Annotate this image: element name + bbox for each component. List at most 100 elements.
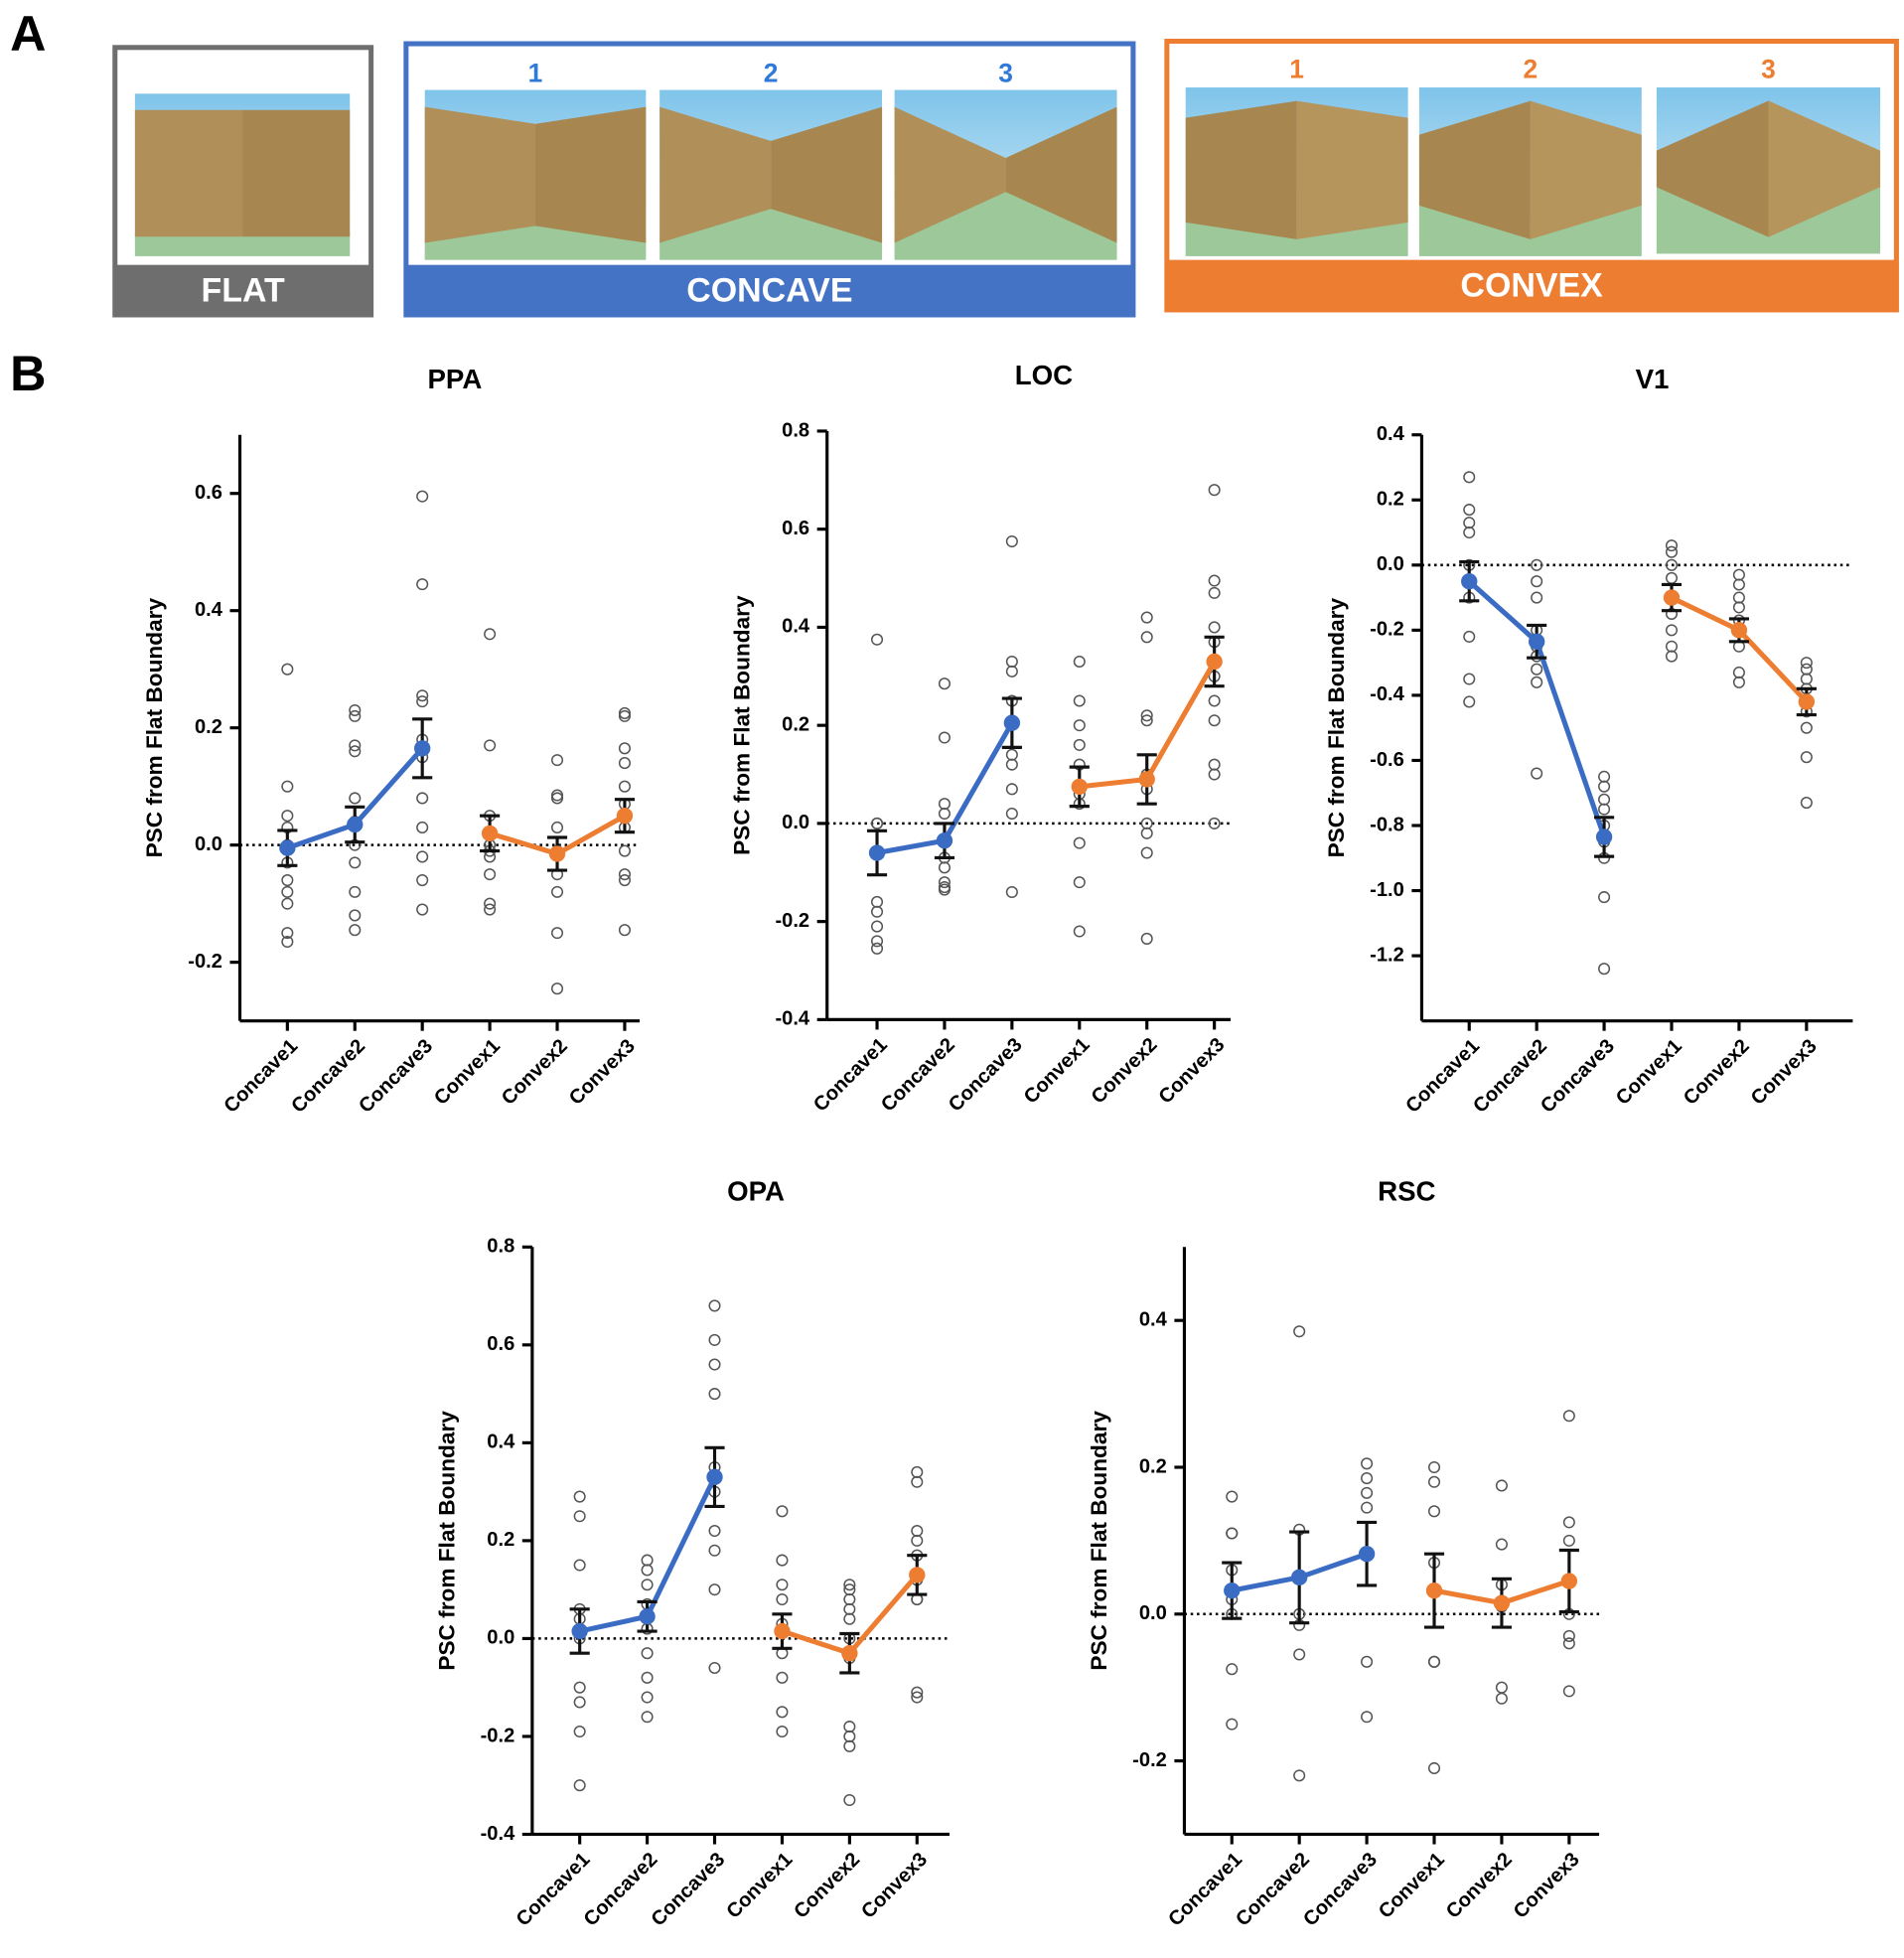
subject-point (708, 1388, 721, 1401)
subject-point (1140, 827, 1153, 839)
subject-point (416, 850, 429, 863)
wall (1656, 100, 1769, 237)
subject-point (1800, 673, 1813, 685)
subject-point (1361, 1472, 1374, 1485)
group-label: CONCAVE (686, 271, 852, 309)
subject-point (1562, 1410, 1575, 1423)
mean-point (616, 807, 634, 825)
level-number: 3 (998, 58, 1013, 87)
subject-point (911, 1465, 924, 1478)
subject-point (618, 874, 631, 887)
subject-point (416, 490, 429, 503)
subject-point (1495, 1692, 1508, 1705)
subject-point (843, 1612, 856, 1625)
mean-point (1003, 714, 1021, 731)
y-tick-label: -0.2 (1132, 1749, 1167, 1771)
y-tick-label: 0.0 (782, 812, 809, 833)
wall (535, 106, 647, 243)
mean-point (1224, 1581, 1241, 1599)
subject-point (618, 757, 631, 770)
y-tick-label: 0.2 (1139, 1455, 1167, 1477)
subject-point (1427, 1655, 1441, 1668)
subject-point (573, 1725, 586, 1738)
subject-point (1005, 807, 1018, 821)
subject-point (776, 1554, 789, 1567)
subject-point (708, 1333, 721, 1346)
subject-point (416, 695, 429, 708)
y-tick-label: 0.8 (487, 1236, 514, 1258)
mean-point (548, 845, 566, 862)
subject-point (349, 885, 362, 898)
x-tick-label: Convex3 (1747, 1035, 1822, 1110)
mean-point (571, 1622, 588, 1640)
subject-point (641, 1647, 654, 1660)
subject-point (1495, 1538, 1508, 1551)
label-band (1166, 259, 1897, 310)
subject-point (1361, 1501, 1374, 1514)
subject-point (573, 1681, 586, 1694)
subject-point (1140, 714, 1153, 727)
subject-point (641, 1554, 654, 1567)
y-tick-label: -1.0 (1370, 879, 1404, 901)
x-tick-label: Convex2 (498, 1035, 572, 1110)
subject-point (618, 924, 631, 937)
wall (1296, 100, 1408, 239)
subject-point (776, 1725, 789, 1738)
y-tick-label: 0.2 (195, 716, 222, 738)
subject-point (281, 935, 294, 949)
subject-point (1073, 694, 1086, 707)
subject-point (573, 1696, 586, 1709)
subject-point (1226, 1663, 1239, 1676)
subject-point (641, 1711, 654, 1724)
subject-point (1073, 876, 1086, 889)
subject-point (573, 1490, 586, 1503)
y-tick-label: -0.4 (775, 1008, 809, 1030)
subject-point (1732, 568, 1745, 581)
x-tick-label: Concave3 (1537, 1035, 1619, 1118)
wall (134, 109, 243, 237)
subject-point (484, 868, 497, 881)
x-tick-label: Convex2 (1442, 1849, 1517, 1923)
subject-point (349, 924, 362, 937)
subject-point (281, 663, 294, 676)
subject-point (550, 789, 564, 802)
x-tick-label: Convex1 (1612, 1035, 1686, 1110)
x-tick-label: Concave3 (355, 1035, 437, 1118)
ground (1656, 182, 1881, 254)
y-tick-label: 0.2 (1377, 489, 1404, 511)
subject-point (1463, 630, 1476, 643)
y-tick-label: 0.6 (195, 482, 222, 504)
mean-point (1663, 589, 1681, 606)
subject-point (281, 927, 294, 940)
subject-point (618, 706, 631, 719)
subject-point (1427, 1460, 1441, 1474)
x-tick-label: Convex2 (1680, 1035, 1754, 1110)
y-tick-label: 0.4 (487, 1431, 515, 1453)
subject-point (708, 1583, 721, 1596)
x-tick-label: Convex2 (790, 1849, 864, 1923)
subject-point (1598, 803, 1611, 816)
subject-point (776, 1505, 789, 1518)
subject-point (484, 903, 497, 916)
x-tick-label: Concave3 (1299, 1849, 1382, 1931)
subject-point (843, 1721, 856, 1733)
subject-point (1361, 1457, 1374, 1470)
subject-point (1361, 1711, 1374, 1724)
subject-point (349, 709, 362, 722)
level-number: 1 (528, 58, 543, 87)
y-tick-label: -0.2 (481, 1725, 515, 1746)
subject-point (1531, 676, 1543, 688)
subject-point (1427, 1475, 1441, 1488)
subject-point (349, 739, 362, 752)
subject-point (1665, 558, 1679, 571)
subject-point (1005, 748, 1018, 761)
mean-point (347, 816, 364, 833)
subject-point (1293, 1648, 1306, 1661)
subject-point (870, 942, 884, 955)
subject-point (1800, 657, 1813, 670)
subject-point (1140, 631, 1153, 644)
y-tick-label: 0.4 (1377, 423, 1405, 445)
subject-point (550, 885, 564, 898)
ground (894, 187, 1117, 260)
